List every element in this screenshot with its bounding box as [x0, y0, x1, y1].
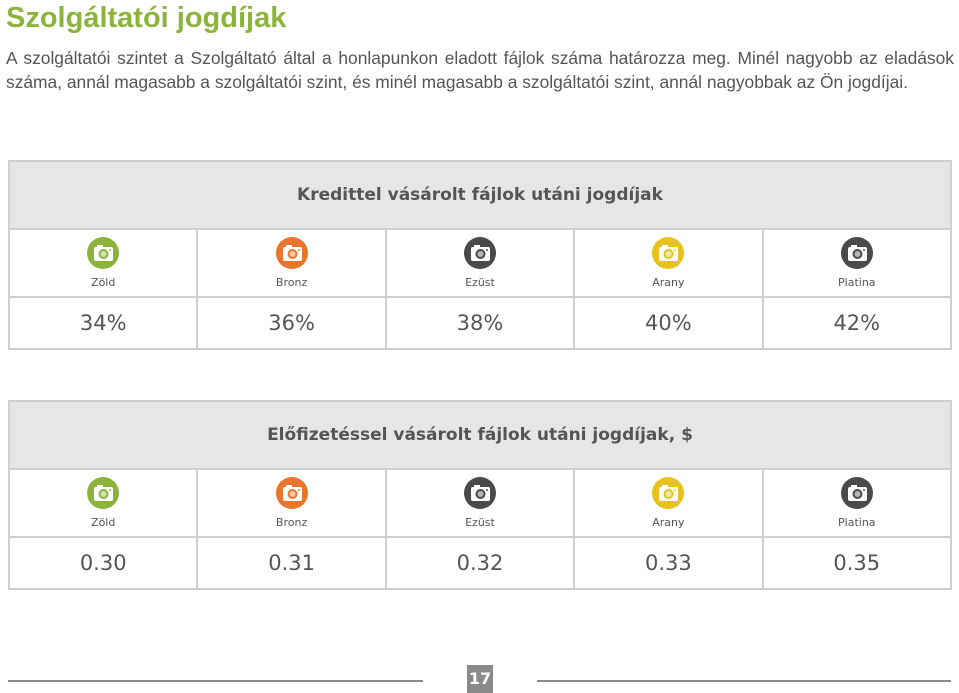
tier-icon [840, 237, 873, 269]
fee-table: Előfizetéssel vásárolt fájlok utáni jogd… [7, 400, 953, 590]
fee-value: 0.35 [761, 536, 953, 590]
tier-name: Arany [652, 516, 685, 529]
fee-table: Kredittel vásárolt fájlok utáni jogdíjak… [7, 160, 953, 350]
tier-cell: Bronz [196, 468, 387, 538]
tier-cell: Platina [761, 228, 953, 298]
tier-name: Platina [838, 276, 876, 289]
tier-name: Ezüst [465, 516, 495, 529]
tier-icon [840, 477, 873, 509]
footer-rule [537, 680, 951, 682]
tier-icon [275, 237, 308, 269]
tier-row: Zöld Bronz Ezüst Arany Platina [7, 228, 953, 298]
tier-icon [87, 237, 120, 269]
tier-cell: Arany [573, 468, 764, 538]
tier-name: Platina [838, 516, 876, 529]
table-heading: Kredittel vásárolt fájlok utáni jogdíjak [8, 160, 952, 230]
fee-value: 42% [761, 296, 953, 350]
tier-icon [652, 477, 685, 509]
fee-value: 34% [7, 296, 199, 350]
title: Szolgáltatói jogdíjak [6, 2, 287, 34]
table-heading: Előfizetéssel vásárolt fájlok utáni jogd… [8, 400, 952, 470]
tier-icon [87, 477, 120, 509]
tier-cell: Platina [761, 468, 953, 538]
tier-name: Arany [652, 276, 685, 289]
fee-value: 38% [384, 296, 576, 350]
tier-icon [652, 237, 685, 269]
tier-name: Zöld [91, 276, 116, 289]
tier-name: Bronz [275, 276, 308, 289]
fee-value: 0.31 [196, 536, 387, 590]
fee-value: 36% [196, 296, 387, 350]
tier-icon [275, 477, 308, 509]
value-row: 0.30 0.31 0.32 0.33 0.35 [7, 536, 953, 590]
value-row: 34% 36% 38% 40% 42% [7, 296, 953, 350]
tier-cell: Zöld [7, 468, 199, 538]
header-row: Kredittel vásárolt fájlok utáni jogdíjak [8, 160, 952, 230]
tier-cell: Ezüst [384, 468, 576, 538]
footer-rule [8, 680, 423, 682]
tier-icon [463, 477, 496, 509]
fee-value: 40% [573, 296, 764, 350]
tier-cell: Bronz [196, 228, 387, 298]
fee-value: 0.30 [7, 536, 199, 590]
tier-icon [463, 237, 496, 269]
tier-name: Bronz [275, 516, 308, 529]
tier-cell: Zöld [7, 228, 199, 298]
tier-row: Zöld Bronz Ezüst Arany Platina [7, 468, 953, 538]
tier-cell: Ezüst [384, 228, 576, 298]
intro-text: A szolgáltatói szintet a Szolgáltató ált… [6, 48, 954, 92]
fee-value: 0.33 [573, 536, 764, 590]
fee-value: 0.32 [384, 536, 576, 590]
tier-cell: Arany [573, 228, 764, 298]
tier-name: Zöld [91, 516, 116, 529]
page-number: 17 [467, 665, 493, 693]
tier-name: Ezüst [465, 276, 495, 289]
header-row: Előfizetéssel vásárolt fájlok utáni jogd… [8, 400, 952, 470]
